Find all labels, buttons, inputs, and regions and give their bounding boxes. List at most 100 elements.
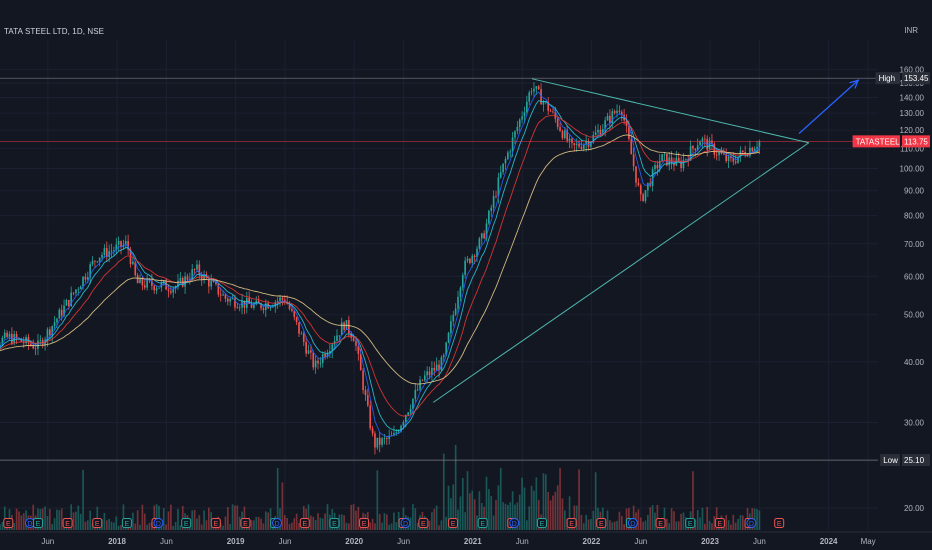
earnings-badges[interactable]: EEDEEEEEDEEEEDEEEEDEEEEDEEEEDEEEEDE	[0, 518, 785, 529]
earnings-badge[interactable]: E	[32, 518, 43, 529]
candle-body	[141, 277, 144, 286]
dividend-badge[interactable]: D	[746, 518, 757, 529]
earnings-badge[interactable]: E	[418, 518, 429, 529]
volume-bar	[162, 508, 165, 530]
dividend-badge[interactable]: D	[400, 518, 411, 529]
earnings-badge[interactable]: E	[329, 518, 340, 529]
earnings-badge[interactable]: E	[299, 518, 310, 529]
earnings-badge[interactable]: E	[448, 518, 459, 529]
dividend-badge[interactable]: D	[627, 518, 638, 529]
earnings-badge[interactable]: E	[62, 518, 73, 529]
candle-body	[288, 303, 291, 309]
earnings-badge[interactable]: E	[596, 518, 607, 529]
earnings-badge[interactable]: E	[359, 518, 370, 529]
earnings-badge[interactable]: E	[566, 518, 577, 529]
time-tick-label: 2019	[227, 537, 245, 546]
time-tick-label: 2020	[345, 537, 363, 546]
candle-body	[219, 294, 222, 296]
candle-body	[186, 276, 189, 280]
earnings-badge[interactable]: E	[3, 518, 14, 529]
volume-bar	[587, 519, 590, 530]
candle-body	[495, 196, 497, 197]
earnings-badge[interactable]: E	[92, 518, 103, 529]
volume-bar	[504, 503, 507, 530]
candle-body	[518, 119, 521, 127]
candle-body	[571, 138, 573, 144]
earnings-badge[interactable]: E	[477, 518, 488, 529]
earnings-badge[interactable]: E	[714, 518, 725, 529]
candle-body	[393, 433, 395, 436]
volume-bar	[480, 503, 483, 530]
volume-bar	[450, 498, 452, 530]
volume-bar	[229, 524, 232, 530]
candle-body	[352, 337, 355, 342]
dividend-badge[interactable]: D	[272, 518, 283, 529]
earnings-badge[interactable]: E	[655, 518, 666, 529]
candle-body	[305, 341, 307, 354]
earnings-badge-shape	[240, 518, 251, 528]
candle-body	[369, 405, 372, 429]
candle-body	[407, 412, 410, 416]
candle-body	[741, 150, 744, 152]
current-price-tag-label-box	[852, 135, 900, 148]
high-tag-value-box	[902, 72, 930, 85]
volume-bar	[234, 505, 236, 530]
current-price-tag-value: 113.75	[904, 137, 928, 146]
volume-bar	[518, 494, 521, 530]
earnings-badge[interactable]: E	[240, 518, 251, 529]
earnings-badge[interactable]: E	[774, 518, 785, 529]
candle-body	[573, 143, 576, 145]
candle-body	[758, 141, 761, 148]
badge-letter: D	[630, 521, 635, 528]
volume-bar	[616, 520, 618, 530]
earnings-badge-shape	[32, 518, 43, 528]
volume-bar	[613, 521, 616, 530]
badge-letter: E	[65, 521, 70, 528]
volume-bar	[704, 523, 706, 530]
grid	[0, 40, 878, 530]
earnings-badge-shape	[359, 518, 370, 528]
badge-letter: E	[332, 521, 337, 528]
high-tag-label: High	[879, 74, 895, 83]
candle-body	[461, 274, 464, 288]
volume-bar	[393, 512, 395, 530]
candle-body	[395, 432, 398, 434]
candle-body	[264, 303, 267, 310]
volume-bar	[1, 521, 4, 530]
candle-body	[644, 190, 647, 201]
earnings-badge[interactable]: E	[121, 518, 132, 529]
time-axis[interactable]: Jun 2018 Jun 2019 Jun 2020 Jun 2021 Jun 2022 Jun 20…	[0, 531, 932, 546]
time-tick-label: Jun	[634, 537, 647, 546]
volume-bar	[604, 525, 606, 530]
candle-body	[556, 118, 559, 127]
volume-bar	[514, 504, 516, 530]
earnings-badge[interactable]: E	[181, 518, 192, 529]
volume-bar	[343, 515, 345, 530]
earnings-badge[interactable]: E	[536, 518, 547, 529]
earnings-badge-shape	[3, 518, 14, 528]
volume-bar	[72, 512, 75, 530]
dividend-badge[interactable]: D	[153, 518, 164, 529]
earnings-badge[interactable]: E	[210, 518, 221, 529]
badge-letter: E	[6, 521, 11, 528]
volume-bar	[507, 505, 509, 530]
price-axis[interactable]: 20.00 30.00 40.00 50.00 60.00 70.00 80.00 90.00…	[900, 65, 925, 513]
candle-body	[668, 157, 671, 166]
candle-body	[582, 144, 585, 149]
volume-bar	[22, 513, 25, 530]
volume-bar	[174, 522, 177, 530]
candle-body	[381, 438, 383, 445]
candle-body	[521, 116, 523, 120]
candle-body	[587, 141, 590, 147]
high-tag-value: 153.45	[904, 74, 929, 83]
volume-bar	[556, 485, 559, 530]
candle-body	[276, 300, 279, 303]
drawings[interactable]	[432, 78, 860, 403]
earnings-badge[interactable]: E	[685, 518, 696, 529]
volume-bar	[253, 520, 255, 530]
dividend-badge[interactable]: D	[509, 518, 520, 529]
candle-body	[452, 314, 455, 322]
volume-bar	[226, 507, 229, 530]
candle-body	[568, 138, 571, 141]
